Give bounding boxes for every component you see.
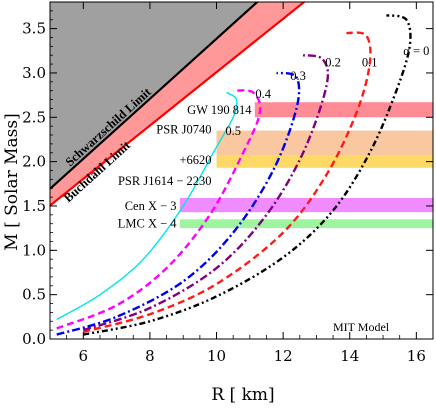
- band-label-4: Cen X − 3: [125, 199, 177, 213]
- x-tick-label-4: 14: [340, 347, 359, 365]
- band-label-3: PSR J1614 − 2230: [118, 174, 212, 188]
- limit-line-1: [50, 2, 306, 207]
- band-0: [254, 102, 433, 118]
- y-tick-label-4: 2.0: [22, 153, 46, 171]
- axes: 6 8 10 12 14 16 0.0 0.5 1.0 1.5 2.0 2.5 3.0 3.5: [22, 2, 434, 365]
- band-3: [179, 197, 433, 213]
- x-tick-label-5: 16: [407, 347, 426, 365]
- curve-2: [82, 54, 330, 332]
- curve-1: [82, 31, 372, 334]
- x-tick-label-0: 6: [79, 347, 89, 365]
- x-tick-label-3: 12: [274, 347, 293, 365]
- y-tick-label-3: 1.5: [22, 197, 46, 215]
- y-tick-label-7: 3.5: [22, 20, 46, 38]
- y-tick-label-1: 0.5: [22, 286, 46, 304]
- mass-radius-curves: [56, 14, 412, 336]
- band-label-0: GW 190 814: [187, 103, 252, 117]
- x-tick-label-1: 8: [145, 347, 155, 365]
- band-4: [179, 219, 433, 229]
- band-label-1: PSR J0740: [156, 123, 211, 137]
- y-tick-label-6: 3.0: [22, 64, 46, 82]
- series-label-1: 0.1: [362, 56, 378, 70]
- curve-4: [56, 89, 262, 330]
- curve-5: [56, 91, 238, 321]
- y-tick-label-2: 1.0: [22, 241, 46, 259]
- series-label-4: 0.4: [255, 87, 271, 101]
- series-label-0: α = 0: [403, 44, 429, 58]
- series-label-3: 0.3: [290, 69, 306, 83]
- curve-0: [83, 14, 412, 336]
- series-label-2: 0.2: [325, 56, 341, 70]
- y-axis-label: M [ Solar Mass]: [2, 113, 22, 250]
- band-label-5: LMC X − 4: [118, 217, 178, 231]
- series-label-5: 0.5: [225, 124, 241, 138]
- x-axis-label: R [ km]: [211, 385, 274, 405]
- curve-3: [56, 71, 301, 336]
- y-tick-label-5: 2.5: [22, 108, 46, 126]
- limit-line-0: [50, 2, 259, 190]
- x-tick-label-2: 10: [207, 347, 226, 365]
- limit-lines: [50, 2, 306, 207]
- y-tick-label-0: 0.0: [22, 330, 46, 348]
- observation-bands: [179, 102, 433, 229]
- band-2: [216, 155, 433, 168]
- band-label-2: +6620: [179, 153, 211, 167]
- model-label: MIT Model: [333, 320, 390, 334]
